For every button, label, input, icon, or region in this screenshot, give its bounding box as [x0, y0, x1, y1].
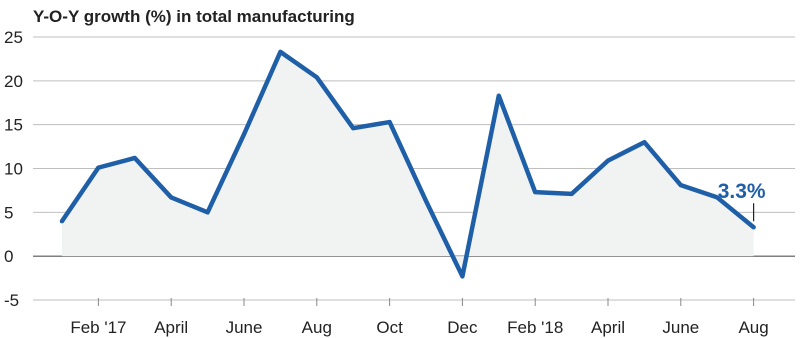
x-tick-label: Feb '17 — [70, 318, 126, 337]
data-point — [387, 120, 392, 125]
y-tick-label: 10 — [4, 160, 23, 179]
y-tick-label: -5 — [4, 291, 19, 310]
x-tick-label: April — [591, 318, 625, 337]
data-point — [96, 165, 101, 170]
x-tick-label: Aug — [302, 318, 332, 337]
data-point — [242, 132, 246, 137]
data-point — [569, 191, 574, 196]
data-point — [678, 183, 683, 188]
x-tick-label: Feb '18 — [507, 318, 563, 337]
y-tick-label: 0 — [4, 247, 13, 266]
x-tick-label: Oct — [376, 318, 403, 337]
data-point — [278, 49, 283, 54]
x-axis: Feb '17 April June Aug Oct Dec Feb '18 April Jun… — [70, 298, 769, 337]
data-point — [715, 195, 720, 200]
data-point — [606, 158, 610, 163]
data-point — [460, 274, 465, 279]
y-tick-label: 25 — [4, 28, 23, 47]
y-tick-label: 5 — [4, 203, 13, 222]
x-tick-label: April — [154, 318, 188, 337]
data-point — [132, 155, 137, 160]
data-point — [424, 198, 428, 203]
x-tick-label: June — [662, 318, 699, 337]
data-point — [533, 190, 538, 195]
data-point — [751, 225, 756, 230]
y-tick-label: 20 — [4, 72, 23, 91]
annotation-label: 3.3% — [718, 180, 766, 203]
data-point — [60, 219, 64, 224]
x-tick-label: Aug — [738, 318, 768, 337]
annotation-layer: 3.3% — [718, 180, 766, 222]
y-axis: 25 20 15 10 5 0 -5 — [4, 28, 23, 310]
series-line — [59, 49, 756, 279]
line-layer — [59, 49, 756, 279]
data-point — [351, 126, 356, 131]
y-tick-label: 15 — [4, 116, 23, 135]
data-point — [314, 75, 319, 80]
data-point — [169, 195, 174, 200]
chart-title: Y-O-Y growth (%) in total manufacturing — [33, 7, 355, 26]
x-tick-label: Dec — [447, 318, 478, 337]
data-point — [205, 210, 210, 215]
x-tick-label: June — [226, 318, 263, 337]
data-point — [496, 93, 501, 98]
data-point — [642, 140, 647, 145]
